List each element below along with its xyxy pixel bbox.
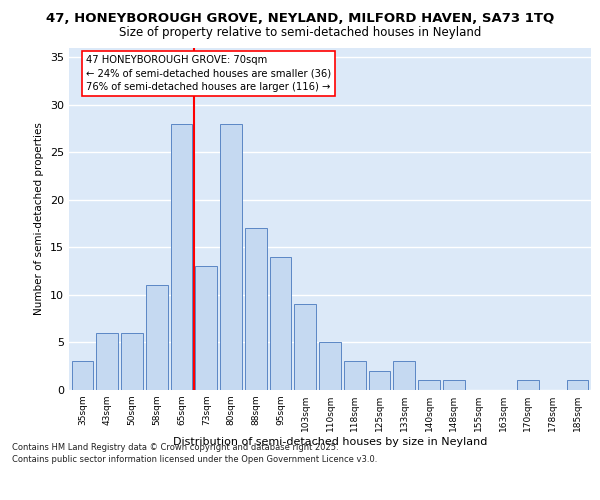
Bar [97,333,118,390]
Bar [220,124,242,390]
Bar [319,342,341,390]
Bar [121,333,143,390]
Bar [72,362,94,390]
Text: Contains public sector information licensed under the Open Government Licence v3: Contains public sector information licen… [12,455,377,464]
Bar [295,304,316,390]
Bar [146,286,168,390]
Text: 47, HONEYBOROUGH GROVE, NEYLAND, MILFORD HAVEN, SA73 1TQ: 47, HONEYBOROUGH GROVE, NEYLAND, MILFORD… [46,12,554,26]
Bar [170,124,193,390]
Text: Contains HM Land Registry data © Crown copyright and database right 2025.: Contains HM Land Registry data © Crown c… [12,442,338,452]
Bar [196,266,217,390]
Bar [344,362,365,390]
Bar [517,380,539,390]
Bar [443,380,464,390]
Bar [394,362,415,390]
Bar [566,380,588,390]
Bar [269,257,292,390]
Bar [368,371,391,390]
Bar [418,380,440,390]
X-axis label: Distribution of semi-detached houses by size in Neyland: Distribution of semi-detached houses by … [173,437,487,447]
Bar [245,228,266,390]
Y-axis label: Number of semi-detached properties: Number of semi-detached properties [34,122,44,315]
Text: Size of property relative to semi-detached houses in Neyland: Size of property relative to semi-detach… [119,26,481,39]
Text: 47 HONEYBOROUGH GROVE: 70sqm
← 24% of semi-detached houses are smaller (36)
76% : 47 HONEYBOROUGH GROVE: 70sqm ← 24% of se… [86,55,331,92]
